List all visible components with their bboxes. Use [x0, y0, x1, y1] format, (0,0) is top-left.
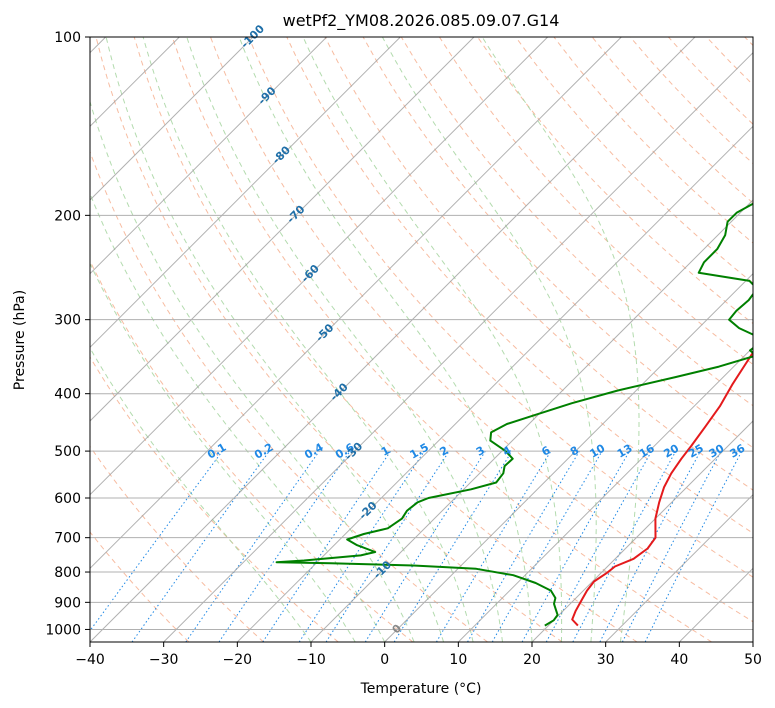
dry-adiabat-line — [90, 445, 264, 642]
moist-adiabat-line — [481, 37, 640, 642]
dry-adiabat-line — [438, 37, 753, 366]
temperature-profile-line — [571, 350, 753, 627]
x-axis-label: Temperature (°C) — [360, 681, 482, 697]
y-tick-label: 700 — [54, 531, 81, 547]
mixing-ratio-line — [218, 450, 351, 642]
chart-title: wetPf2_YM08.2026.085.09.07.G14 — [283, 11, 560, 31]
x-tick-label: 20 — [523, 652, 541, 668]
mixing-ratio-line — [90, 450, 223, 632]
moist-adiabat-line — [186, 37, 503, 642]
mixing-ratio-line — [545, 450, 653, 642]
x-tick-label: 10 — [449, 652, 467, 668]
moist-adiabat-line — [90, 347, 312, 642]
y-axis: 1000 900 800 700 600 500 400 300 200 100 — [45, 30, 90, 638]
dry-adiabat-line — [90, 356, 339, 642]
dry-adiabat-line — [90, 150, 488, 642]
isotherm-line — [236, 125, 753, 642]
isotherm-line — [605, 493, 753, 642]
dewpoint-profile-line — [275, 202, 753, 627]
x-tick-label: 50 — [744, 652, 762, 668]
y-tick-label: 600 — [54, 491, 81, 507]
mixing-ratio-line — [131, 450, 270, 642]
isotherm-line — [90, 37, 696, 642]
moist-adiabat-line — [90, 262, 356, 642]
isotherm-line — [90, 37, 622, 570]
y-tick-label: 800 — [54, 565, 81, 581]
isotherm-line — [90, 37, 328, 275]
moist-adiabat-line — [302, 37, 563, 642]
y-axis-label: Pressure (hPa) — [12, 290, 28, 390]
mixing-ratio-line — [393, 450, 513, 642]
isotherm-line — [90, 37, 401, 349]
isotherm-line — [457, 346, 753, 642]
dry-adiabat-line — [133, 37, 638, 642]
y-tick-label: 200 — [54, 208, 81, 224]
profiles — [275, 202, 753, 627]
x-tick-label: 30 — [597, 652, 615, 668]
isotherm-line — [531, 420, 753, 642]
y-tick-label: 500 — [54, 444, 81, 460]
x-tick-label: −10 — [296, 652, 326, 668]
dry-adiabat-line — [95, 37, 563, 642]
moist-adiabat-line — [381, 37, 597, 642]
mixing-ratio-line — [644, 450, 743, 642]
y-tick-label: 100 — [54, 30, 81, 46]
moist-adiabat-line — [238, 37, 533, 642]
isotherm-line — [163, 51, 753, 642]
y-tick-label: 300 — [54, 313, 81, 329]
mixing-ratio-line — [185, 450, 320, 642]
dry-adiabat-line — [171, 37, 712, 642]
x-tick-label: −30 — [149, 652, 179, 668]
isotherm-line — [90, 37, 549, 496]
grid-lines — [90, 37, 753, 642]
x-tick-label: −20 — [223, 652, 253, 668]
y-tick-label: 900 — [54, 595, 81, 611]
isotherm-line — [90, 37, 475, 422]
dry-adiabat-line — [248, 37, 753, 578]
dry-adiabat-line — [210, 37, 753, 623]
isotherm-line — [310, 199, 753, 642]
x-tick-label: 40 — [670, 652, 688, 668]
mixing-ratio-line — [262, 450, 392, 642]
x-axis: −40 −30 −20 −10 0 10 20 30 40 50 — [75, 642, 762, 668]
y-tick-label: 1000 — [45, 622, 81, 638]
mixing-ratio-line — [572, 450, 677, 642]
moist-adiabat-line — [105, 37, 445, 642]
mixing-ratio-line — [521, 450, 630, 642]
x-tick-label: 0 — [380, 652, 389, 668]
plot-frame — [89, 36, 754, 643]
dry-adiabat-line — [400, 37, 753, 407]
y-tick-label: 400 — [54, 387, 81, 403]
isotherm-line — [384, 272, 753, 642]
isotherm-line — [90, 37, 254, 201]
dry-adiabat-line — [90, 531, 190, 642]
moist-adiabat-line — [142, 37, 474, 642]
x-tick-label: −40 — [75, 652, 105, 668]
moist-adiabat-line — [90, 192, 386, 642]
background-lines — [90, 37, 753, 642]
